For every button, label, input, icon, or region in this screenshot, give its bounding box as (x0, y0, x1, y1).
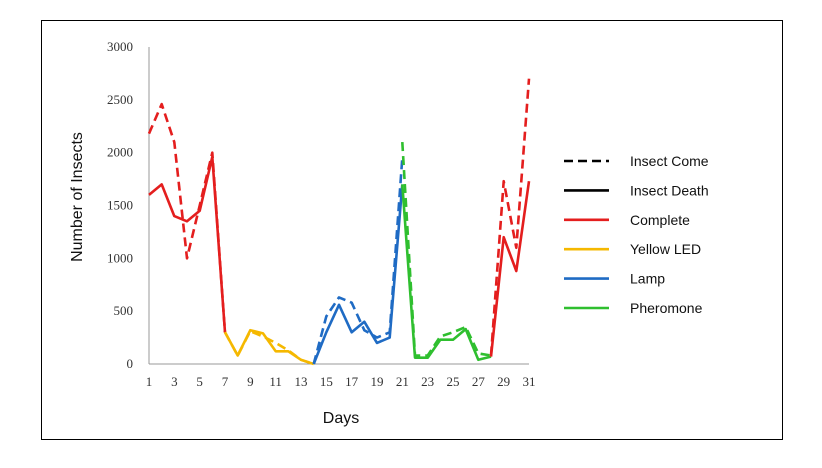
legend-label: Insect Death (630, 182, 709, 198)
legend-label: Insect Come (630, 153, 709, 169)
legend-label: Pheromone (630, 300, 703, 316)
yellow-led-insect-death-line (223, 328, 315, 366)
y-axis-title: Number of Insects (69, 132, 86, 262)
axes (148, 47, 529, 365)
complete-insect-come-line (489, 78, 531, 356)
y-tick-label: 3000 (107, 39, 133, 54)
x-tick-label: 23 (421, 374, 434, 389)
lamp-insect-death-line (312, 184, 404, 365)
chart-frame: 0 500 1000 1500 2000 2500 3000 1 3 5 7 9 11 13 15 17 19… (41, 20, 783, 440)
y-tick-label: 500 (114, 303, 134, 318)
pheromone-insect-come-line (401, 142, 492, 357)
x-tick-label: 25 (447, 374, 460, 389)
x-tick-label: 3 (171, 374, 178, 389)
complete-insect-come-line (147, 102, 227, 333)
x-tick-label: 31 (523, 374, 536, 389)
x-axis-title: Days (323, 410, 359, 427)
x-tick-labels: 1 3 5 7 9 11 13 15 17 19 21 23 25 27 29 31 (146, 374, 536, 389)
x-tick-label: 27 (472, 374, 486, 389)
x-tick-label: 21 (396, 374, 409, 389)
legend-label: Yellow LED (630, 241, 701, 257)
complete-insect-death-line (489, 181, 531, 357)
x-tick-label: 11 (269, 374, 282, 389)
lamp-insect-come-line (312, 157, 404, 365)
y-tick-label: 2000 (107, 145, 133, 160)
y-tick-label: 1000 (107, 250, 133, 265)
x-tick-label: 13 (295, 374, 308, 389)
x-tick-label: 19 (371, 374, 384, 389)
x-tick-label: 1 (146, 374, 153, 389)
x-tick-label: 9 (247, 374, 254, 389)
complete-insect-death-line (148, 155, 227, 333)
y-tick-label: 2500 (107, 92, 133, 107)
legend-label: Lamp (630, 271, 665, 287)
legend: Insect Come Insect Death Complete Yellow LE… (564, 153, 709, 316)
y-tick-label: 1500 (107, 198, 133, 213)
y-tick-labels: 0 500 1000 1500 2000 2500 3000 (107, 39, 133, 371)
series-lines (147, 78, 531, 366)
x-tick-label: 5 (196, 374, 203, 389)
y-tick-label: 0 (127, 356, 134, 371)
x-tick-label: 7 (222, 374, 229, 389)
legend-label: Complete (630, 212, 690, 228)
x-tick-label: 17 (345, 374, 359, 389)
x-tick-label: 29 (497, 374, 510, 389)
x-tick-label: 15 (320, 374, 333, 389)
pheromone-insect-death-line (401, 184, 492, 362)
